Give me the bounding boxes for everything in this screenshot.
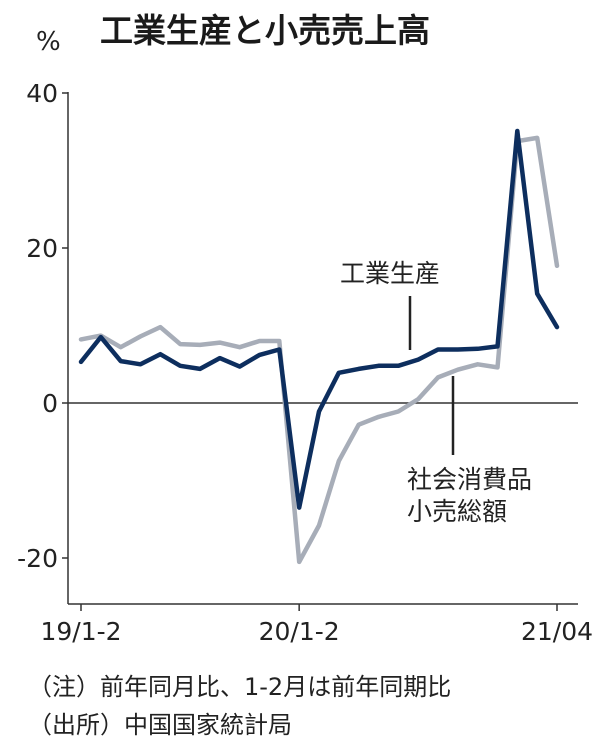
y-unit-label: % [36, 27, 61, 57]
y-tick-label: -20 [17, 544, 58, 573]
y-tick-label: 40 [26, 79, 58, 108]
x-tick-label: 19/1-2 [40, 617, 121, 646]
series-line-retail [78, 135, 560, 565]
label-industrial: 工業生産 [340, 259, 440, 288]
y-tick-label: 0 [42, 389, 58, 418]
note-line-1: （注）前年同月比、1-2月は前年同期比 [28, 673, 451, 701]
series-line-industrial [78, 128, 560, 510]
y-tick-label: 20 [26, 234, 58, 263]
chart-title: 工業生産と小売売上高 [100, 11, 430, 50]
label-retail-line2: 小売総額 [407, 497, 507, 526]
x-tick-label: 20/1-2 [259, 617, 340, 646]
note-line-2: （出所）中国国家統計局 [28, 711, 292, 739]
label-retail-line1: 社会消費品 [407, 465, 532, 494]
x-tick-label: 21/04 [521, 617, 593, 646]
